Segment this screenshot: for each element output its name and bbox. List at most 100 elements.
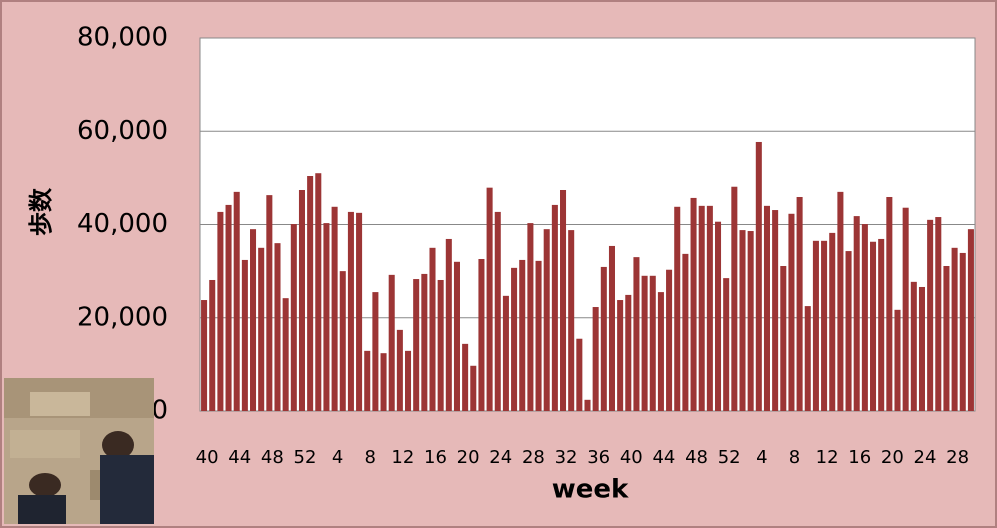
bar (967, 229, 974, 411)
x-axis-label: week (552, 475, 629, 505)
bar (201, 300, 208, 411)
bar (535, 260, 542, 411)
bar (796, 196, 803, 411)
bar (600, 266, 607, 411)
bar (282, 298, 289, 411)
bar (290, 224, 297, 411)
bar (690, 197, 697, 411)
x-tick-label: 44 (228, 447, 251, 468)
bar (715, 221, 722, 411)
bar (421, 273, 428, 411)
x-tick-label: 48 (685, 447, 708, 468)
x-tick-label: 36 (587, 447, 610, 468)
x-tick-label: 28 (946, 447, 969, 468)
bar (853, 216, 860, 411)
bar (804, 306, 811, 411)
bar (633, 257, 640, 411)
bar (886, 196, 893, 411)
bar (551, 204, 558, 411)
bars (201, 141, 974, 411)
x-tick-label: 16 (424, 447, 447, 468)
bar (812, 240, 819, 411)
x-tick-label: 40 (620, 447, 643, 468)
y-tick-label: 20,000 (77, 302, 168, 332)
y-tick-label: 60,000 (77, 116, 168, 146)
bar (682, 253, 689, 411)
bar (772, 210, 779, 411)
bar (592, 307, 599, 411)
x-tick-label: 20 (457, 447, 480, 468)
bar (307, 176, 314, 411)
y-tick-label: 40,000 (77, 209, 168, 239)
x-tick-label: 8 (789, 447, 800, 468)
bar (902, 207, 909, 411)
bar (649, 275, 656, 411)
x-tick-label: 52 (294, 447, 317, 468)
bar (527, 223, 534, 411)
bar (878, 238, 885, 411)
x-tick-label: 28 (522, 447, 545, 468)
bar (568, 230, 575, 411)
x-tick-label: 8 (365, 447, 376, 468)
x-tick-label: 44 (652, 447, 675, 468)
bar (739, 230, 746, 411)
bar (396, 329, 403, 411)
bar (388, 274, 395, 411)
bar (380, 353, 387, 411)
bar (502, 295, 509, 411)
bar (217, 211, 224, 411)
bar (560, 189, 567, 411)
bar (845, 251, 852, 411)
bar (576, 338, 583, 411)
bar (445, 238, 452, 411)
bar (706, 205, 713, 411)
bar (959, 252, 966, 411)
x-tick-label: 24 (489, 447, 512, 468)
bar (747, 231, 754, 411)
bar (608, 245, 615, 411)
bar (209, 279, 216, 411)
bar (494, 211, 501, 411)
bar (225, 204, 232, 411)
bar (788, 213, 795, 411)
bar (910, 281, 917, 411)
x-tick-label: 4 (756, 447, 767, 468)
y-axis-label: 歩数 (27, 187, 55, 236)
bar (339, 271, 346, 411)
bar (356, 212, 363, 411)
bar (657, 292, 664, 411)
bar (829, 232, 836, 411)
bar (625, 294, 632, 411)
bar (821, 240, 828, 411)
bar (372, 292, 379, 411)
bar (429, 247, 436, 411)
bar (861, 224, 868, 411)
bar (870, 241, 877, 411)
bar (674, 206, 681, 411)
bar (331, 206, 338, 411)
bar (364, 350, 371, 411)
y-tick-label: 0 (151, 396, 168, 426)
bar (666, 269, 673, 411)
bar (266, 195, 273, 411)
x-tick-label: 12 (816, 447, 839, 468)
bar (250, 229, 257, 411)
bar (470, 365, 477, 411)
bar (837, 191, 844, 411)
bar (437, 279, 444, 411)
bar (723, 278, 730, 411)
bar (274, 243, 281, 411)
bar (347, 211, 354, 411)
bar (453, 261, 460, 411)
bar (405, 350, 412, 411)
bar (617, 300, 624, 411)
bar (543, 229, 550, 411)
x-tick-label: 48 (261, 447, 284, 468)
y-tick-label: 80,000 (77, 23, 168, 53)
bar (763, 205, 770, 411)
bar (519, 259, 526, 411)
bar (918, 286, 925, 411)
x-tick-label: 16 (848, 447, 871, 468)
